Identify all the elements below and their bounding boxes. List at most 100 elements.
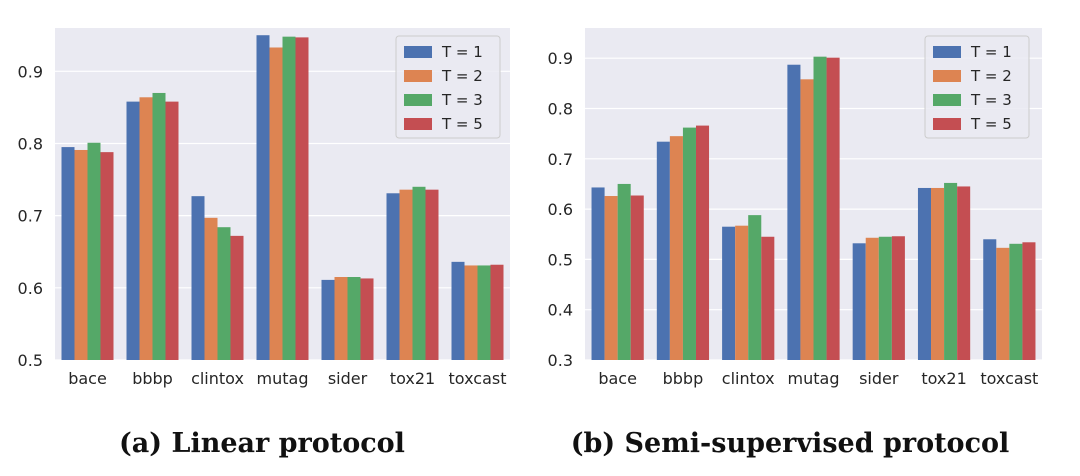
x-tick-label: toxcast: [980, 369, 1038, 388]
legend-entry: T = 2: [970, 67, 1012, 85]
bar-clintox-t=3: [217, 227, 231, 360]
bar-bbbp-t=2: [669, 136, 683, 360]
legend-box: [924, 35, 1030, 139]
bar-bbbp-t=3: [682, 127, 696, 360]
bar-toxcast-t=1: [451, 261, 465, 360]
bar-bbbp-t=1: [126, 101, 140, 360]
bar-tox21-t=1: [386, 193, 400, 360]
bar-bace-t=2: [74, 149, 88, 360]
bar-tox21-t=1: [917, 187, 932, 360]
bar-toxcast-t=3: [1009, 243, 1023, 360]
y-tick-label: 0.9: [18, 62, 43, 81]
legend-swatch: [933, 70, 961, 82]
bar-clintox-t=5: [230, 235, 244, 360]
legend-entry: T = 1: [441, 43, 483, 61]
legend-swatch: [404, 46, 432, 58]
chart-a: 0.5 0.6 0.7 0.8 0.9 bace bbbp clintox mutag sider…: [18, 28, 510, 459]
bar-mutag-t=1: [787, 64, 801, 360]
y-tick-label: 0.7: [548, 150, 573, 169]
chart-caption: (a) Linear protocol: [119, 428, 405, 459]
bar-tox21-t=5: [425, 189, 439, 360]
legend-swatch: [933, 94, 961, 106]
x-tick-label: mutag: [788, 369, 840, 388]
bar-mutag-t=5: [826, 57, 840, 361]
bar-sider-t=1: [321, 279, 335, 360]
y-tick-label: 0.9: [548, 49, 573, 68]
x-tick-label: clintox: [722, 369, 775, 388]
y-tick-label: 0.7: [18, 207, 43, 226]
legend-box: [395, 35, 501, 139]
bar-bace-t=5: [630, 195, 644, 360]
bar-mutag-t=1: [256, 35, 270, 360]
bar-bace-t=2: [604, 196, 618, 360]
bar-tox21-t=3: [412, 186, 426, 360]
bar-bace-t=3: [87, 142, 101, 360]
bar-mutag-t=3: [813, 56, 827, 360]
bar-toxcast-t=2: [996, 247, 1010, 360]
legend-entry: T = 2: [441, 67, 483, 85]
bar-bbbp-t=1: [656, 141, 670, 360]
y-tick-label: 0.5: [18, 351, 43, 370]
x-tick-label: bace: [598, 369, 637, 388]
bar-clintox-t=1: [191, 196, 205, 360]
bar-clintox-t=2: [735, 225, 749, 360]
bar-mutag-t=2: [800, 79, 814, 361]
legend-entry: T = 3: [441, 91, 483, 109]
bar-sider-t=3: [878, 236, 892, 360]
y-tick-label: 0.3: [548, 351, 573, 370]
y-tick-label: 0.6: [18, 279, 43, 298]
bar-bace-t=1: [61, 147, 75, 360]
bar-tox21-t=2: [931, 187, 945, 360]
legend-entry: T = 3: [970, 91, 1012, 109]
x-tick-label: bbbp: [663, 369, 704, 388]
bar-toxcast-t=3: [477, 265, 491, 360]
x-tick-label: tox21: [921, 369, 966, 388]
legend-entry: T = 5: [970, 115, 1012, 133]
y-tick-label: 0.8: [18, 134, 43, 153]
y-tick-label: 0.5: [548, 250, 573, 269]
bar-tox21-t=5: [957, 186, 971, 360]
legend-entry: T = 1: [970, 43, 1012, 61]
legend-entry: T = 5: [441, 115, 483, 133]
x-tick-label: sider: [859, 369, 899, 388]
legend-swatch: [933, 46, 961, 58]
bar-sider-t=5: [360, 278, 374, 360]
legend-swatch: [404, 94, 432, 106]
bar-mutag-t=2: [269, 47, 283, 360]
bar-clintox-t=2: [204, 217, 218, 360]
x-tick-label: bbbp: [132, 369, 173, 388]
bar-bbbp-t=2: [139, 97, 153, 360]
legend: T = 1 T = 2 T = 3 T = 5: [395, 35, 501, 139]
x-tick-label: mutag: [257, 369, 309, 388]
bar-bbbp-t=3: [152, 92, 166, 361]
bar-mutag-t=3: [282, 36, 296, 361]
bar-clintox-t=5: [761, 236, 775, 360]
bar-sider-t=5: [891, 236, 905, 360]
chart-caption: (b) Semi-supervised protocol: [571, 428, 1010, 459]
bar-toxcast-t=5: [490, 264, 504, 360]
bar-sider-t=2: [334, 277, 348, 360]
y-tick-label: 0.8: [548, 99, 573, 118]
bar-toxcast-t=5: [1022, 242, 1036, 360]
x-tick-label: tox21: [390, 369, 435, 388]
y-tick-label: 0.6: [548, 200, 573, 219]
bar-toxcast-t=1: [983, 239, 997, 360]
bar-tox21-t=2: [399, 189, 413, 360]
bar-mutag-t=5: [295, 37, 309, 361]
legend: T = 1 T = 2 T = 3 T = 5: [924, 35, 1030, 139]
bar-toxcast-t=2: [464, 265, 478, 360]
bar-tox21-t=3: [944, 182, 958, 360]
bar-bbbp-t=5: [695, 125, 710, 360]
chart-b: 0.3 0.4 0.5 0.6 0.7 0.8 0.9 bace bbbp clintox muta…: [548, 28, 1042, 459]
bar-bace-t=5: [100, 152, 114, 360]
x-tick-label: clintox: [191, 369, 244, 388]
bar-bace-t=3: [617, 183, 631, 360]
legend-swatch: [933, 118, 961, 130]
bar-bace-t=1: [591, 187, 605, 360]
legend-swatch: [404, 118, 432, 130]
bar-clintox-t=3: [748, 215, 762, 360]
x-tick-label: toxcast: [449, 369, 507, 388]
bar-sider-t=2: [865, 237, 879, 360]
bar-bbbp-t=5: [165, 101, 179, 360]
